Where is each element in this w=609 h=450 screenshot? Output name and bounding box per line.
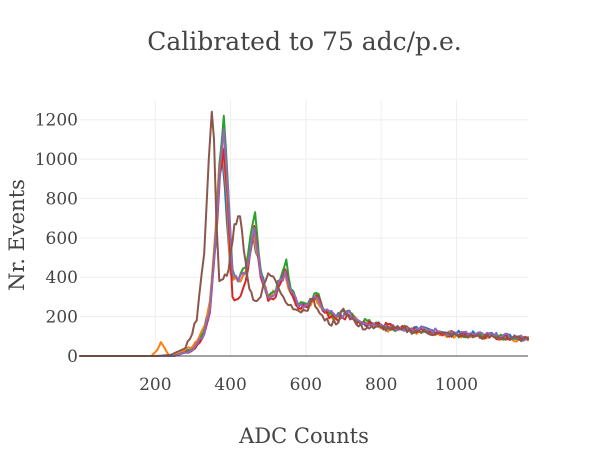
- y-tick-label: 800: [46, 189, 78, 209]
- y-tick-label: 1200: [35, 111, 78, 131]
- x-tick-label: 1000: [435, 375, 478, 395]
- chart-title: Calibrated to 75 adc/p.e.: [147, 27, 462, 56]
- x-tick-label: 600: [290, 375, 322, 395]
- y-tick-label: 200: [46, 308, 78, 328]
- y-tick-label: 400: [46, 268, 78, 288]
- grid: [80, 100, 528, 356]
- x-tick-label: 200: [139, 375, 171, 395]
- series-line-6: [79, 110, 529, 357]
- series-line-3: [79, 114, 529, 357]
- series-line-5: [79, 128, 529, 357]
- series-line-1: [79, 148, 529, 357]
- series-line-2: [79, 142, 529, 357]
- series-layer: [79, 110, 529, 357]
- x-tick-label: 400: [214, 375, 246, 395]
- axes: 0 200 400 600 800 1000 1200 200 400 600 800 1000: [35, 111, 528, 395]
- series-line-4: [79, 148, 529, 357]
- y-tick-label: 0: [67, 347, 78, 367]
- x-axis-title: ADC Counts: [238, 424, 369, 448]
- x-tick-label: 800: [365, 375, 397, 395]
- y-tick-label: 1000: [35, 150, 78, 170]
- y-tick-label: 600: [46, 229, 78, 249]
- y-axis-title: Nr. Events: [5, 179, 29, 291]
